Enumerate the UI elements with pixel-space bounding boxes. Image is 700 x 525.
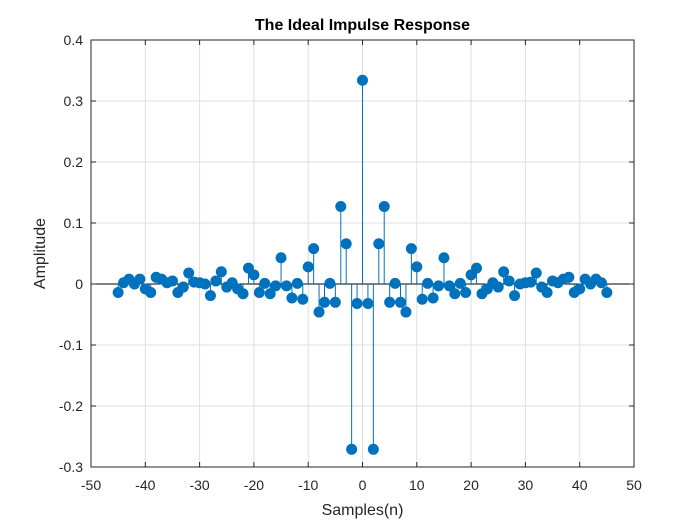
stem-marker (215, 266, 227, 278)
stem-marker (264, 288, 276, 300)
stem-marker (340, 238, 352, 250)
stem-marker (357, 74, 368, 86)
stem-marker (400, 306, 412, 318)
stem-marker (601, 287, 613, 299)
y-tick-label: 0.2 (64, 154, 84, 170)
stem-marker (177, 281, 189, 293)
x-tick-label: -10 (298, 477, 318, 493)
stem-marker (411, 261, 423, 273)
x-tick-label: 50 (626, 477, 642, 493)
stem-marker (318, 296, 330, 308)
stem-marker (438, 252, 450, 264)
y-tick-label: -0.1 (59, 337, 83, 353)
stem-marker (509, 290, 521, 302)
stem-marker (373, 238, 385, 250)
stem-marker (210, 275, 222, 287)
stem-marker (351, 298, 363, 310)
stem-marker (291, 277, 303, 289)
stem-marker (270, 280, 282, 292)
stem-marker (297, 293, 309, 305)
stem-marker (253, 287, 265, 299)
x-tick-label: -20 (244, 477, 264, 493)
stem-marker (145, 287, 157, 299)
stem-marker (362, 298, 374, 310)
stem-marker (563, 271, 575, 283)
x-tick-label: 10 (409, 477, 425, 493)
chart-title: The Ideal Impulse Response (255, 17, 470, 34)
stem-marker (346, 443, 358, 455)
stem-marker (574, 283, 586, 295)
stem-marker (449, 288, 461, 300)
stem-marker (286, 292, 298, 304)
stem-marker (471, 262, 483, 274)
stem-marker (280, 280, 292, 292)
x-tick-label: 40 (572, 477, 588, 493)
stem-marker (427, 292, 439, 304)
stem-marker (389, 277, 401, 289)
y-tick-label: 0 (75, 276, 83, 292)
stem-marker (595, 277, 607, 289)
stem-marker (530, 267, 542, 279)
stem-marker (422, 277, 434, 289)
y-axis-ticks: -0.3 -0.2 -0.1 0 0.1 0.2 0.3 0.4 (59, 32, 634, 475)
stem-marker (395, 296, 407, 308)
stem-marker (378, 201, 390, 213)
y-tick-label: -0.3 (59, 459, 83, 475)
stem-marker (183, 267, 195, 279)
x-tick-label: -40 (135, 477, 155, 493)
stem-marker (384, 296, 396, 308)
stem-marker (248, 269, 260, 281)
y-tick-label: 0.3 (64, 93, 84, 109)
stem-marker (503, 275, 515, 287)
stem-marker (416, 293, 428, 305)
stem-marker (166, 275, 178, 287)
stem-marker (405, 243, 417, 255)
stem-marker (134, 273, 146, 285)
x-tick-label: 20 (463, 477, 479, 493)
x-axis-label: Samples(n) (322, 502, 404, 519)
y-tick-label: 0.4 (64, 32, 84, 48)
stem-marker (308, 243, 320, 255)
y-tick-label: 0.1 (64, 215, 84, 231)
stem-marker (367, 443, 379, 455)
x-tick-label: 0 (359, 477, 367, 493)
stem-marker (275, 252, 287, 264)
x-tick-label: -30 (189, 477, 209, 493)
stem-marker (492, 281, 504, 293)
stem-marker (313, 306, 325, 318)
x-tick-label: 30 (518, 477, 534, 493)
stem-marker (199, 278, 211, 290)
y-tick-label: -0.2 (59, 398, 83, 414)
stem-marker (329, 296, 341, 308)
stem-marker (237, 288, 249, 300)
x-tick-label: -50 (81, 477, 101, 493)
stem-marker (525, 276, 537, 288)
y-axis-label: Amplitude (32, 218, 49, 289)
stem-marker (204, 290, 216, 302)
stem-marker (541, 287, 553, 299)
stem-series (112, 74, 613, 455)
stem-marker (324, 277, 336, 289)
stem-marker (112, 287, 124, 299)
stem-marker (460, 287, 472, 299)
x-axis-ticks: -50 -40 -30 -20 -10 0 10 20 30 40 50 (81, 40, 642, 493)
stem-marker (498, 266, 510, 278)
stem-marker (454, 277, 466, 289)
stem-marker (335, 201, 347, 213)
stem-marker (259, 277, 271, 289)
stem-marker (433, 280, 445, 292)
stem-marker (302, 261, 314, 273)
